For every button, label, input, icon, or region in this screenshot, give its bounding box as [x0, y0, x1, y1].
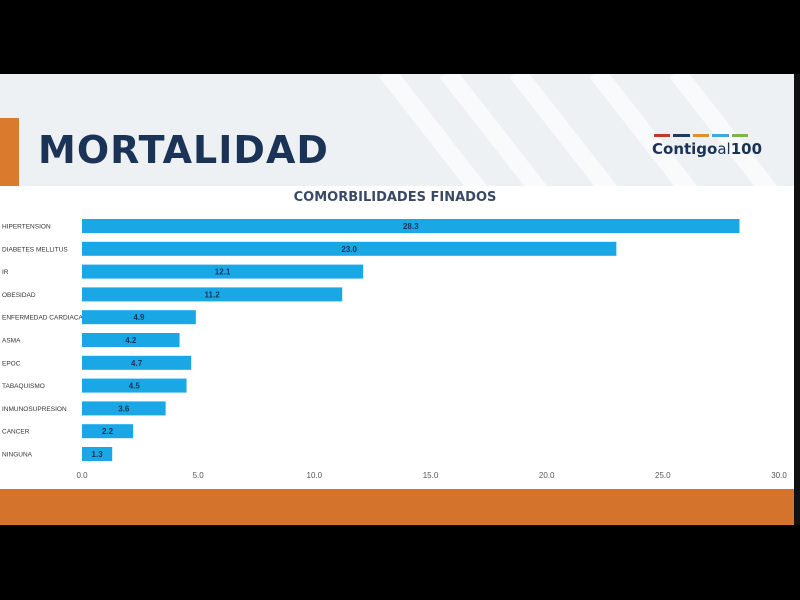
bar	[82, 355, 192, 370]
x-tick-label: 20.0	[539, 471, 555, 480]
header-band: MORTALIDAD Contigoal100	[0, 74, 800, 186]
title-accent-bar	[0, 118, 19, 186]
bar	[82, 447, 113, 461]
logo-color-segment	[673, 134, 690, 137]
bar	[82, 378, 187, 393]
data-label: 28.3	[403, 222, 419, 231]
x-axis-ticks: 0.0 5.0 10.0 15.0 20.0 25.0 30.0	[76, 471, 787, 480]
logo-text: Contigoal100	[652, 140, 762, 158]
logo-color-segment	[654, 134, 671, 137]
data-label: 3.6	[118, 404, 130, 413]
category-label: ASMA	[2, 338, 21, 345]
data-label: 4.2	[125, 336, 137, 345]
bar	[82, 424, 134, 439]
bar	[82, 401, 166, 416]
category-label: OBESIDAD	[2, 292, 36, 299]
x-tick-label: 5.0	[193, 471, 205, 480]
header-decoration	[669, 74, 789, 186]
data-label: 2.2	[102, 427, 114, 436]
frame-edge	[794, 74, 800, 525]
data-label: 4.7	[131, 359, 143, 368]
category-label: IR	[2, 269, 9, 276]
category-label: INMUNOSUPRESION	[2, 406, 67, 413]
bar	[82, 287, 343, 302]
logo-text-number: 100	[730, 140, 763, 158]
category-label: ENFERMEDAD CARDIACA	[2, 315, 84, 322]
x-tick-label: 30.0	[771, 471, 787, 480]
x-tick-label: 25.0	[655, 471, 671, 480]
logo-color-segment	[731, 134, 749, 137]
logo-color-segment	[712, 134, 729, 137]
data-label: 12.1	[215, 268, 231, 277]
category-label: EPOC	[2, 360, 21, 367]
x-tick-label: 10.0	[307, 471, 323, 480]
logo-color-segment	[692, 134, 710, 137]
category-label: TABAQUISMO	[2, 383, 45, 390]
contigo-al-100-logo: Contigoal100	[652, 134, 762, 164]
presentation-slide: MORTALIDAD Contigoal100 COMORBILIDADES F…	[0, 74, 800, 525]
logo-color-bar	[654, 134, 749, 137]
logo-text-small: al	[717, 140, 731, 158]
logo-text-main: Contigo	[652, 140, 718, 158]
data-label: 4.9	[133, 313, 145, 322]
chart-area: COMORBILIDADES FINADOS HIPERTENSION 28.3 D…	[0, 186, 800, 489]
chart-title: COMORBILIDADES FINADOS	[294, 190, 497, 205]
x-tick-label: 0.0	[76, 471, 88, 480]
bar	[82, 219, 740, 233]
slide-title: MORTALIDAD	[38, 128, 329, 172]
data-label: 4.5	[129, 382, 141, 391]
footer-band	[0, 489, 800, 525]
data-label: 1.3	[92, 450, 104, 459]
bar-chart: COMORBILIDADES FINADOS HIPERTENSION 28.3 D…	[2, 190, 787, 480]
x-tick-label: 15.0	[423, 471, 439, 480]
bar	[82, 264, 364, 279]
category-label: DIABETES MELLITUS	[2, 246, 68, 253]
data-label: 11.2	[205, 290, 221, 299]
category-label: HIPERTENSION	[2, 224, 51, 231]
bars-group: HIPERTENSION 28.3 DIABETES MELLITUS 23.0 IR 1…	[2, 219, 740, 461]
data-label: 23.0	[341, 245, 357, 254]
bar	[82, 241, 617, 256]
category-label: CANCER	[2, 429, 30, 436]
bar	[82, 310, 196, 325]
category-label: NINGUNA	[2, 452, 33, 459]
bar	[82, 333, 180, 347]
